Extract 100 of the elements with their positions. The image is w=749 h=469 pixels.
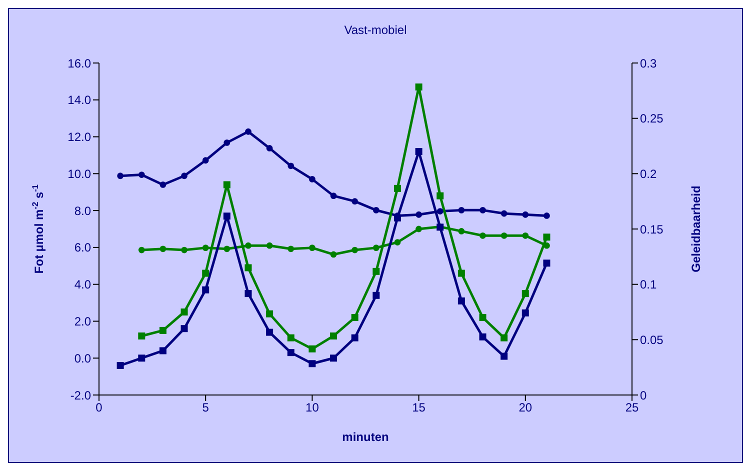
point <box>500 232 508 239</box>
point <box>202 286 210 294</box>
point <box>544 242 550 249</box>
point <box>287 334 294 342</box>
point <box>202 244 209 252</box>
y2-tick-label: 0.15 <box>640 222 664 236</box>
y-tick-label: 4.0 <box>74 278 92 292</box>
point <box>458 297 465 304</box>
point <box>309 244 316 252</box>
y2-tick-label: 0.1 <box>640 278 658 292</box>
y-tick-label: -2.0 <box>70 388 92 402</box>
point <box>202 157 209 164</box>
y-tick-label: 2.0 <box>74 314 92 328</box>
point <box>287 349 294 356</box>
point <box>394 214 401 222</box>
point <box>138 354 146 362</box>
point <box>288 162 294 170</box>
point <box>117 172 124 180</box>
point <box>479 314 486 322</box>
point <box>480 232 486 239</box>
point <box>458 270 465 277</box>
point <box>372 292 380 299</box>
y-tick-label: 8.0 <box>74 204 92 218</box>
y2-tick-label: 0.3 <box>640 56 658 70</box>
point <box>522 232 529 239</box>
point <box>159 326 166 334</box>
point <box>160 182 166 188</box>
point <box>543 260 550 267</box>
point <box>180 325 188 332</box>
chart-title: Vast-mobiel <box>343 22 408 39</box>
point <box>138 332 146 340</box>
point <box>138 172 145 178</box>
point <box>308 360 316 368</box>
point <box>394 239 401 246</box>
y-tick-label: 16.0 <box>68 56 92 70</box>
point <box>522 211 529 218</box>
x-tick-label: 5 <box>202 400 210 415</box>
point <box>436 208 444 214</box>
point <box>480 206 486 214</box>
y2-tick-label: 0.25 <box>640 112 664 126</box>
point <box>244 290 252 298</box>
point <box>266 145 273 152</box>
point <box>245 128 252 135</box>
point <box>160 246 166 252</box>
point <box>394 184 401 192</box>
point <box>500 352 508 360</box>
y2-tick-label: 0 <box>640 388 647 402</box>
x-tick-label: 15 <box>412 400 426 415</box>
point <box>202 270 210 277</box>
point <box>309 176 316 182</box>
y-tick-label: 12.0 <box>68 130 92 144</box>
point <box>458 206 465 214</box>
point <box>330 251 337 258</box>
point <box>266 242 273 249</box>
y2-tick-label: 0.2 <box>640 166 658 181</box>
y-tick-label: 6.0 <box>74 240 92 255</box>
point <box>543 234 550 241</box>
point <box>223 181 230 188</box>
point <box>224 139 230 146</box>
y-tick-label: 14.0 <box>68 93 92 108</box>
x-tick-label: 25 <box>625 400 639 415</box>
point <box>330 332 338 340</box>
point <box>522 290 529 298</box>
y2-tick-label: 0.05 <box>640 332 664 347</box>
point <box>351 334 358 342</box>
point <box>245 242 252 249</box>
x-tick-label: 0 <box>96 400 103 415</box>
point <box>351 314 358 322</box>
point <box>372 244 380 252</box>
point <box>372 268 380 275</box>
point <box>479 333 486 340</box>
point <box>372 206 380 214</box>
point <box>159 347 166 354</box>
x-axis-title: minuten <box>342 430 389 444</box>
point <box>266 328 274 336</box>
point <box>500 210 508 217</box>
point <box>352 246 358 254</box>
y-tick-label: 0.0 <box>74 351 92 366</box>
point <box>352 198 358 205</box>
point <box>181 246 188 254</box>
point <box>138 246 145 254</box>
point <box>116 362 124 369</box>
point <box>180 308 188 316</box>
point <box>330 192 337 199</box>
point <box>224 246 230 252</box>
point <box>416 226 422 232</box>
y-tick-label: 10.0 <box>68 166 92 181</box>
point <box>544 212 550 219</box>
point <box>308 345 316 352</box>
point <box>500 334 508 342</box>
point <box>522 309 529 316</box>
x-tick-label: 20 <box>518 400 532 415</box>
y2-axis-title: Geleidbaarheid <box>689 186 703 272</box>
point <box>223 212 230 220</box>
point <box>330 354 338 362</box>
point <box>181 172 188 180</box>
point <box>266 310 274 318</box>
point <box>288 246 294 252</box>
x-tick-label: 10 <box>306 400 320 415</box>
point <box>415 148 422 156</box>
